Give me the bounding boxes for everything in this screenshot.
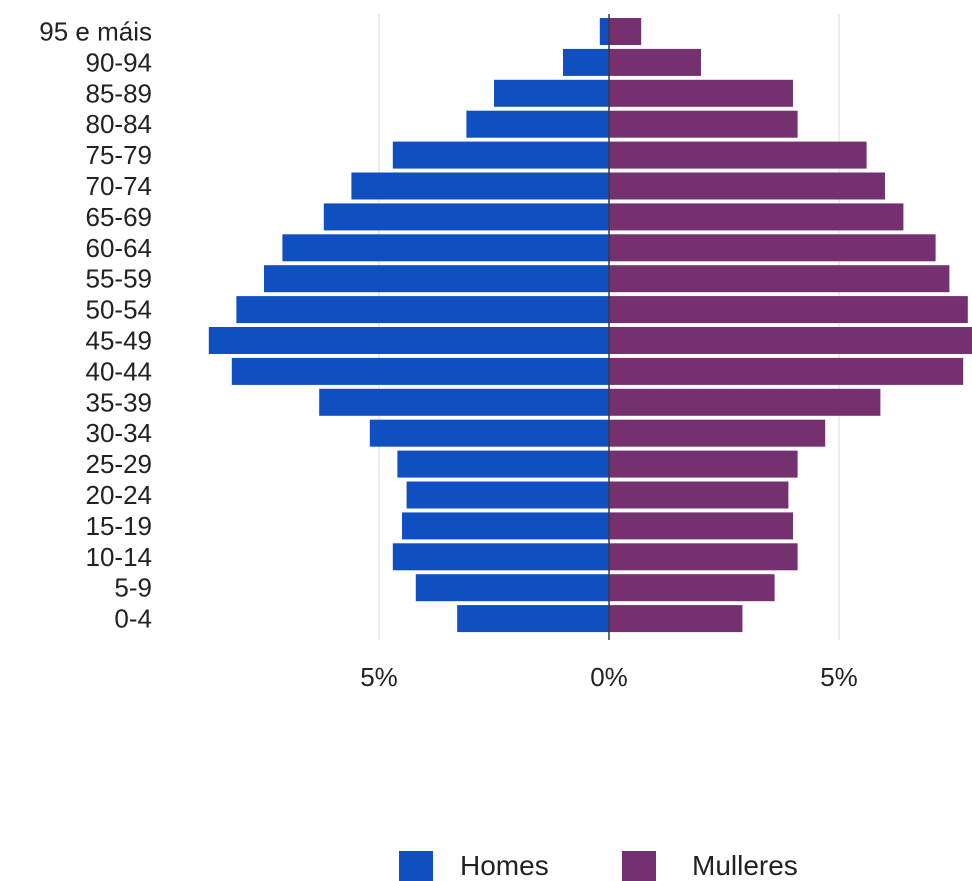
bar-mulleres-14 <box>609 450 798 478</box>
bar-mulleres-3 <box>609 110 798 138</box>
y-tick-label: 40-44 <box>86 356 153 386</box>
bar-homes-14 <box>397 450 609 478</box>
y-tick-label: 0-4 <box>114 604 152 634</box>
bar-mulleres-9 <box>609 296 968 324</box>
bar-homes-5 <box>351 172 609 200</box>
bar-mulleres-18 <box>609 574 775 602</box>
bar-homes-7 <box>282 234 609 262</box>
bar-mulleres-16 <box>609 512 793 540</box>
bar-mulleres-4 <box>609 141 867 169</box>
bar-homes-9 <box>236 296 609 324</box>
y-tick-label: 75-79 <box>86 140 153 170</box>
bar-homes-6 <box>323 203 609 231</box>
bar-homes-18 <box>415 574 609 602</box>
bar-mulleres-10 <box>609 327 972 354</box>
y-tick-label: 30-34 <box>86 418 153 448</box>
y-axis-labels: 95 e máis90-9485-8980-8475-7970-7465-696… <box>39 17 152 634</box>
bar-homes-13 <box>369 419 609 447</box>
bar-mulleres-5 <box>609 172 885 200</box>
y-tick-label: 55-59 <box>86 264 153 294</box>
bar-homes-0 <box>599 18 609 45</box>
bar-homes-10 <box>208 327 610 354</box>
bar-mulleres-2 <box>609 79 793 107</box>
bar-homes-3 <box>466 110 609 138</box>
y-tick-label: 25-29 <box>86 449 153 479</box>
legend-swatch-mulleres <box>622 851 656 881</box>
y-tick-label: 45-49 <box>86 326 153 356</box>
y-tick-label: 85-89 <box>86 78 153 108</box>
bar-homes-19 <box>457 605 609 633</box>
x-tick-label: 5% <box>820 662 858 692</box>
bar-homes-8 <box>264 265 609 293</box>
bars <box>208 14 972 640</box>
legend-swatch-homes <box>399 851 433 881</box>
y-tick-label: 15-19 <box>86 511 153 541</box>
y-tick-label: 60-64 <box>86 233 153 263</box>
bar-homes-15 <box>406 481 609 509</box>
y-tick-label: 65-69 <box>86 202 153 232</box>
bar-mulleres-19 <box>609 605 743 633</box>
legend-label-homes: Homes <box>460 850 549 881</box>
bar-mulleres-11 <box>609 357 964 385</box>
bar-mulleres-1 <box>609 48 701 76</box>
y-tick-label: 80-84 <box>86 109 153 139</box>
y-tick-label: 70-74 <box>86 171 153 201</box>
bar-mulleres-12 <box>609 388 881 416</box>
bar-mulleres-15 <box>609 481 789 509</box>
y-tick-label: 20-24 <box>86 480 153 510</box>
y-tick-label: 35-39 <box>86 387 153 417</box>
x-axis-labels: 5% 0% 5% <box>360 662 858 692</box>
bar-mulleres-8 <box>609 265 950 293</box>
y-tick-label: 5-9 <box>114 573 152 603</box>
y-tick-label: 90-94 <box>86 47 153 77</box>
bar-homes-17 <box>392 543 609 571</box>
legend-label-mulleres: Mulleres <box>692 850 798 881</box>
x-tick-label: 0% <box>590 662 628 692</box>
y-tick-label: 50-54 <box>86 295 153 325</box>
bar-homes-11 <box>231 357 610 385</box>
bar-mulleres-7 <box>609 234 936 262</box>
bar-homes-16 <box>402 512 609 540</box>
bar-mulleres-6 <box>609 203 904 231</box>
bar-mulleres-17 <box>609 543 798 571</box>
bar-mulleres-13 <box>609 419 826 447</box>
bar-homes-1 <box>563 48 609 76</box>
x-tick-label: 5% <box>360 662 398 692</box>
bar-homes-4 <box>392 141 609 169</box>
legend: Homes Mulleres <box>399 850 798 881</box>
bar-homes-12 <box>319 388 609 416</box>
bar-mulleres-0 <box>609 18 642 45</box>
y-tick-label: 95 e máis <box>39 17 152 47</box>
bar-homes-2 <box>494 79 609 107</box>
y-tick-label: 10-14 <box>86 542 153 572</box>
